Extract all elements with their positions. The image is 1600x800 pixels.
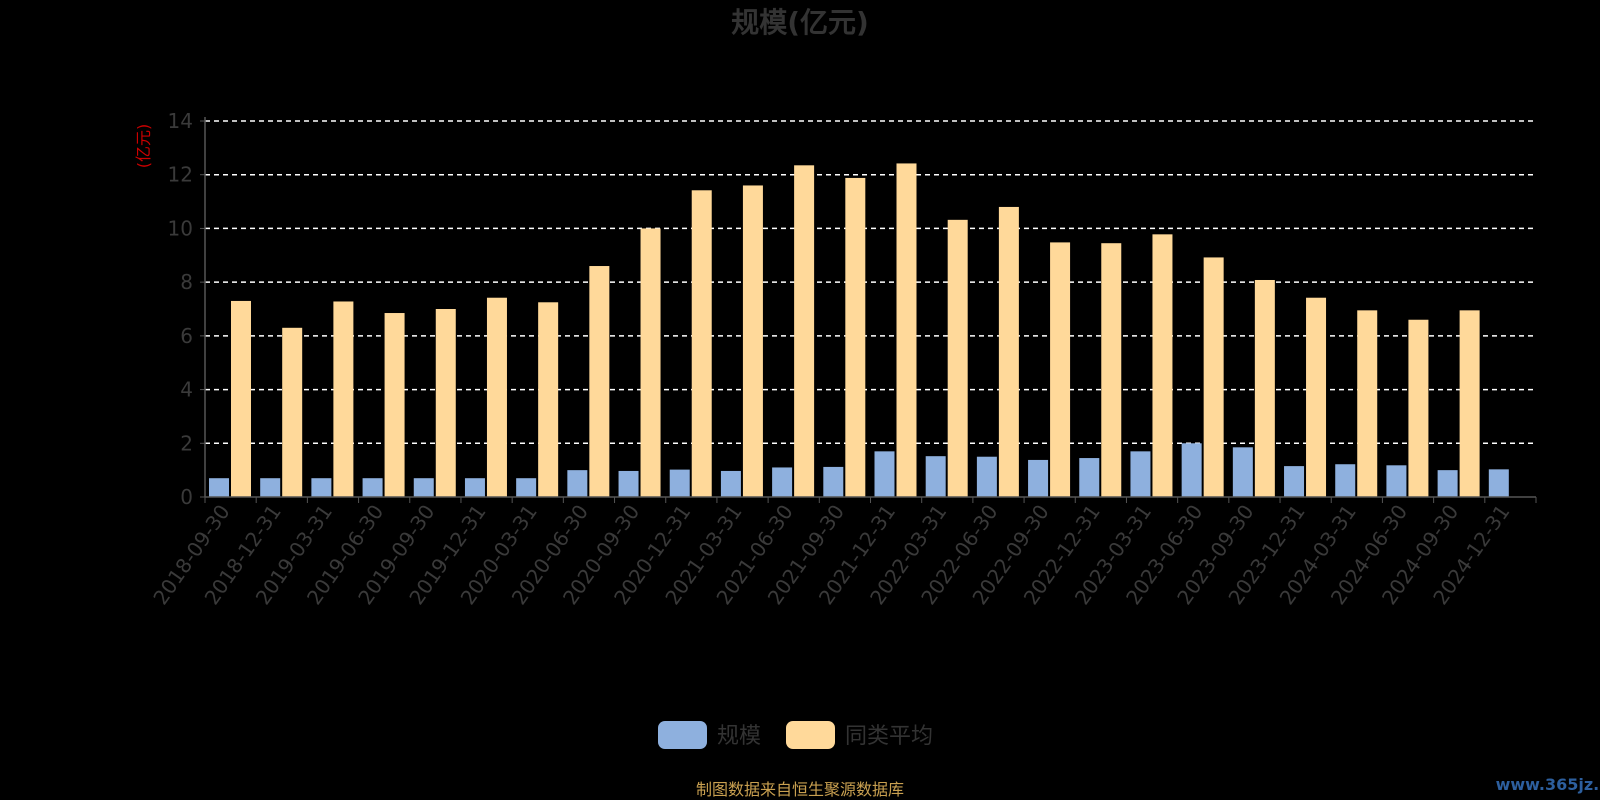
data-source-footer: 制图数据来自恒生聚源数据库 xyxy=(696,780,904,799)
bar-scale[interactable] xyxy=(567,470,588,497)
y-axis-unit-label: (亿元) xyxy=(134,124,153,169)
bar-peer-average[interactable] xyxy=(998,206,1019,497)
bar-peer-average[interactable] xyxy=(1408,319,1429,497)
legend-swatch[interactable] xyxy=(658,721,707,749)
bar-peer-average[interactable] xyxy=(589,266,610,497)
watermark: www.365jz.com xyxy=(1496,775,1600,794)
bar-peer-average[interactable] xyxy=(742,185,763,497)
y-tick-label: 2 xyxy=(180,431,193,455)
grid-lines xyxy=(205,120,1536,445)
bars xyxy=(209,163,1509,498)
bar-scale[interactable] xyxy=(1488,469,1509,497)
bar-peer-average[interactable] xyxy=(1306,297,1327,497)
bar-scale[interactable] xyxy=(772,467,793,497)
bar-peer-average[interactable] xyxy=(1101,243,1122,497)
bar-peer-average[interactable] xyxy=(282,327,303,497)
bar-peer-average[interactable] xyxy=(231,300,251,497)
bar-peer-average[interactable] xyxy=(486,297,507,497)
bar-scale[interactable] xyxy=(362,478,383,497)
bar-peer-average[interactable] xyxy=(896,163,917,498)
y-tick-label: 6 xyxy=(180,324,193,348)
y-tick-label: 4 xyxy=(180,378,193,402)
bar-scale[interactable] xyxy=(669,469,690,497)
bar-peer-average[interactable] xyxy=(1459,310,1480,497)
y-tick-label: 0 xyxy=(180,485,193,509)
legend-swatch[interactable] xyxy=(786,721,835,749)
bar-peer-average[interactable] xyxy=(1050,242,1071,497)
legend[interactable]: 规模 同类平均 xyxy=(658,721,933,749)
bar-scale[interactable] xyxy=(1335,464,1356,497)
bar-scale[interactable] xyxy=(260,478,281,497)
bar-scale[interactable] xyxy=(874,451,895,497)
bar-scale[interactable] xyxy=(311,478,332,497)
y-tick-label: 10 xyxy=(168,216,193,240)
bar-scale[interactable] xyxy=(1284,466,1305,497)
bar-scale[interactable] xyxy=(413,478,434,497)
bar-peer-average[interactable] xyxy=(1152,234,1173,497)
bar-peer-average[interactable] xyxy=(1203,257,1224,497)
bar-scale[interactable] xyxy=(618,470,639,497)
bar-peer-average[interactable] xyxy=(538,302,559,497)
bar-scale[interactable] xyxy=(720,470,741,497)
chart-title: 规模(亿元) xyxy=(731,6,869,39)
y-tick-label: 12 xyxy=(168,163,193,187)
bar-peer-average[interactable] xyxy=(384,313,405,497)
bar-scale[interactable] xyxy=(1028,459,1049,497)
legend-label[interactable]: 规模 xyxy=(717,724,761,749)
bar-peer-average[interactable] xyxy=(1254,279,1275,497)
y-tick-label: 14 xyxy=(168,109,193,133)
x-axis-ticks: 2018-09-302018-12-312019-03-312019-06-30… xyxy=(148,497,1537,609)
bar-peer-average[interactable] xyxy=(845,177,866,498)
bar-peer-average[interactable] xyxy=(435,309,456,497)
bar-scale[interactable] xyxy=(1079,458,1100,497)
bar-scale[interactable] xyxy=(1181,443,1202,497)
bar-peer-average[interactable] xyxy=(947,219,968,497)
y-axis-ticks: 0 2 4 6 8 10 12 14 xyxy=(168,109,205,509)
bar-scale[interactable] xyxy=(209,478,229,497)
bar-peer-average[interactable] xyxy=(691,190,712,497)
bar-scale[interactable] xyxy=(1130,451,1151,497)
bar-scale[interactable] xyxy=(1232,447,1253,497)
bar-scale[interactable] xyxy=(516,478,537,497)
bar-scale[interactable] xyxy=(464,478,485,497)
bar-peer-average[interactable] xyxy=(1357,310,1378,497)
legend-label[interactable]: 同类平均 xyxy=(845,724,933,749)
bar-scale[interactable] xyxy=(976,456,997,497)
y-tick-label: 8 xyxy=(180,270,193,294)
bar-scale[interactable] xyxy=(925,456,946,497)
bar-peer-average[interactable] xyxy=(333,301,354,497)
bar-peer-average[interactable] xyxy=(794,165,815,498)
bar-peer-average[interactable] xyxy=(640,228,661,497)
bar-scale[interactable] xyxy=(1386,465,1407,497)
bar-scale[interactable] xyxy=(823,466,844,497)
bar-scale[interactable] xyxy=(1437,470,1458,497)
